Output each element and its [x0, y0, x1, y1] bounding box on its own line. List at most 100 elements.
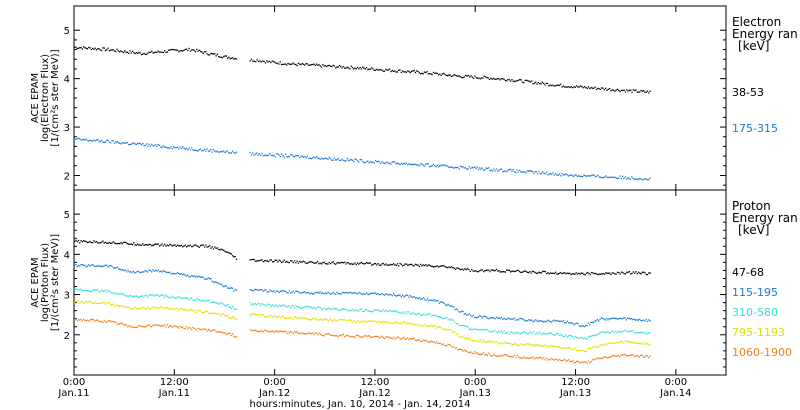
- data-point: [76, 265, 78, 268]
- data-point: [287, 331, 289, 333]
- data-point: [429, 313, 431, 315]
- data-point: [641, 271, 644, 273]
- data-point: [394, 294, 396, 297]
- data-point: [143, 244, 145, 246]
- data-point: [194, 328, 197, 330]
- data-point: [395, 71, 397, 73]
- data-point: [336, 158, 338, 161]
- data-point: [146, 244, 148, 246]
- data-point: [120, 305, 122, 308]
- data-point: [94, 241, 96, 243]
- data-point: [304, 291, 306, 293]
- data-point: [403, 264, 405, 266]
- data-point: [403, 296, 405, 298]
- data-point: [373, 335, 375, 338]
- data-point: [425, 325, 427, 328]
- data-point: [345, 160, 347, 162]
- data-point: [260, 154, 262, 156]
- data-point: [269, 331, 271, 333]
- data-point: [179, 146, 181, 148]
- data-point: [338, 319, 341, 321]
- data-point: [618, 177, 620, 179]
- data-point: [553, 319, 555, 321]
- data-point: [278, 291, 280, 294]
- data-point: [408, 296, 410, 298]
- data-point: [219, 249, 221, 251]
- data-point: [353, 160, 355, 163]
- data-point: [628, 331, 630, 333]
- data-point: [433, 299, 435, 301]
- data-point: [194, 276, 197, 278]
- data-point: [254, 260, 257, 262]
- data-point: [102, 301, 104, 304]
- data-point: [373, 308, 375, 311]
- data-point: [210, 149, 212, 151]
- data-point: [355, 321, 357, 323]
- data-point: [270, 314, 272, 317]
- data-point: [570, 335, 572, 337]
- data-point: [553, 359, 555, 361]
- legend-item-47-68: 47-68: [732, 266, 764, 279]
- data-point: [385, 336, 387, 338]
- data-point: [476, 316, 478, 319]
- data-point: [594, 272, 597, 275]
- data-point: [389, 336, 391, 339]
- data-point: [532, 83, 534, 85]
- data-point: [626, 89, 628, 91]
- data-point: [482, 77, 484, 79]
- data-point: [391, 70, 393, 72]
- data-point: [342, 291, 345, 294]
- data-point: [458, 268, 461, 270]
- data-point: [355, 68, 357, 70]
- data-point: [506, 342, 508, 344]
- data-point: [495, 168, 498, 170]
- data-point: [425, 339, 427, 341]
- data-point: [288, 290, 291, 292]
- data-point: [484, 270, 486, 272]
- data-point: [513, 343, 516, 345]
- data-point: [218, 331, 220, 333]
- data-point: [635, 89, 637, 91]
- data-point: [322, 63, 324, 66]
- data-point: [525, 357, 528, 359]
- data-point: [413, 265, 415, 267]
- data-point: [580, 272, 582, 274]
- data-point: [644, 178, 646, 180]
- data-point: [371, 310, 373, 313]
- data-point: [615, 355, 617, 357]
- data-point: [466, 75, 468, 77]
- data-point: [567, 175, 570, 177]
- data-point: [394, 310, 396, 312]
- data-point: [407, 321, 409, 324]
- data-point: [149, 51, 152, 53]
- data-point: [287, 305, 289, 307]
- data-point: [84, 240, 86, 242]
- data-point: [119, 142, 121, 144]
- data-point: [153, 145, 156, 147]
- data-point: [137, 296, 140, 299]
- data-point: [215, 151, 217, 153]
- data-point: [275, 259, 278, 261]
- data-point: [494, 318, 496, 320]
- y-axis-label: [1/(cm²s ster MeV)]: [50, 234, 61, 331]
- data-point: [574, 323, 576, 325]
- data-point: [422, 325, 425, 327]
- data-point: [273, 305, 275, 307]
- data-point: [644, 356, 646, 358]
- data-point: [542, 270, 544, 273]
- data-point: [203, 278, 206, 280]
- data-point: [166, 51, 168, 53]
- data-point: [562, 347, 565, 349]
- data-point: [644, 320, 646, 322]
- data-point: [299, 317, 301, 320]
- data-point: [540, 345, 542, 347]
- data-point: [353, 320, 355, 322]
- data-point: [310, 261, 312, 263]
- data-point: [340, 335, 342, 337]
- data-point: [600, 344, 602, 346]
- data-point: [269, 315, 271, 318]
- data-point: [126, 243, 129, 245]
- data-point: [500, 341, 503, 344]
- data-point: [625, 330, 627, 332]
